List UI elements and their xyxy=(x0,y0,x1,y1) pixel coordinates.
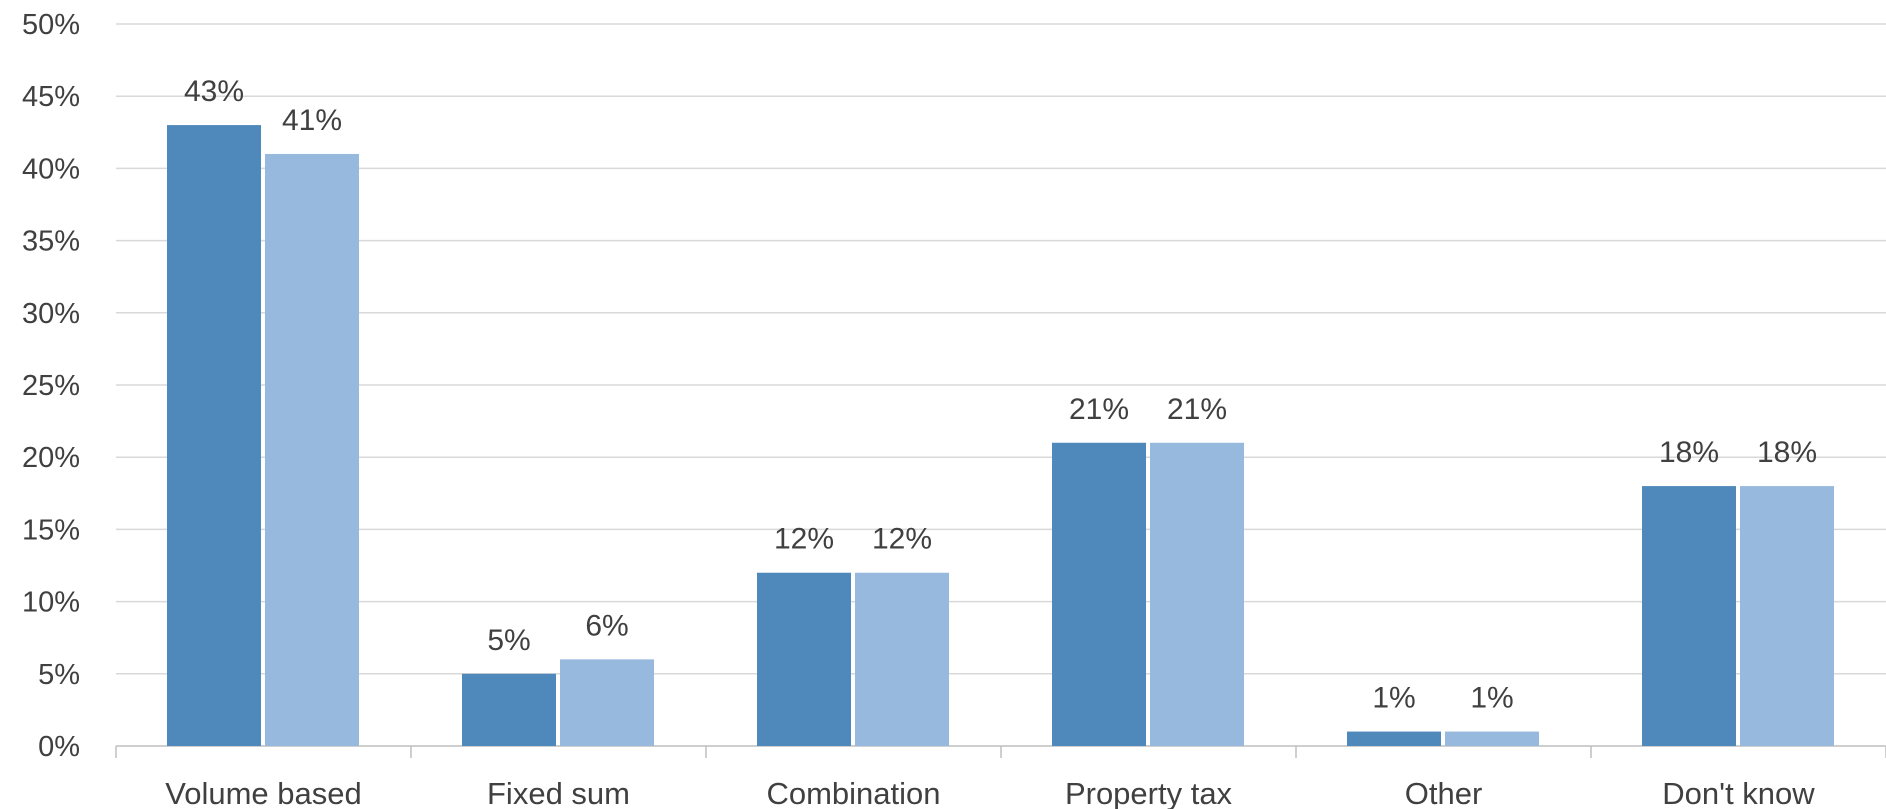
data-label: 1% xyxy=(1372,682,1415,715)
y-tick-label: 5% xyxy=(38,659,80,691)
bar xyxy=(560,659,654,746)
data-label: 6% xyxy=(585,609,628,642)
bar xyxy=(1740,486,1834,746)
category-label: Volume based xyxy=(165,776,361,809)
bar xyxy=(265,153,359,746)
category-label: Combination xyxy=(766,776,940,809)
category-label: Fixed sum xyxy=(487,776,630,809)
x-axis xyxy=(115,745,1886,758)
y-tick-label: 30% xyxy=(22,298,80,330)
y-tick-label: 50% xyxy=(22,9,80,41)
y-tick-label: 40% xyxy=(22,153,80,185)
bar xyxy=(1445,731,1539,746)
data-label: 1% xyxy=(1470,682,1513,715)
y-tick-label: 45% xyxy=(22,81,80,113)
bar xyxy=(1052,442,1146,746)
gridlines xyxy=(116,23,1886,675)
bar xyxy=(757,572,851,746)
data-label: 41% xyxy=(282,104,342,137)
category-label: Property tax xyxy=(1065,776,1233,809)
category-label: Other xyxy=(1405,776,1483,809)
y-tick-label: 15% xyxy=(22,514,80,546)
category-label: Don't know xyxy=(1662,776,1815,809)
bar xyxy=(1642,486,1736,746)
data-label: 43% xyxy=(184,75,244,108)
bar xyxy=(855,572,949,746)
y-tick-label: 10% xyxy=(22,587,80,619)
bars xyxy=(167,125,1834,746)
y-tick-label: 35% xyxy=(22,226,80,258)
y-tick-label: 20% xyxy=(22,442,80,474)
data-label: 5% xyxy=(487,624,530,657)
data-label: 12% xyxy=(872,523,932,556)
data-label: 21% xyxy=(1167,393,1227,426)
y-tick-label: 25% xyxy=(22,370,80,402)
data-label: 18% xyxy=(1659,436,1719,469)
y-axis-tick-labels: 0% 5% 10% 15% 20% 25% 30% 35% 40% 45% 50% xyxy=(22,9,80,763)
data-labels: 43% 41% 5% 6% 12% 12% 21% 21% 1% 1% 18% 18% xyxy=(184,75,1817,714)
data-label: 18% xyxy=(1757,436,1817,469)
data-label: 21% xyxy=(1069,393,1129,426)
bar xyxy=(167,125,261,746)
bar xyxy=(1347,731,1441,746)
category-labels: Volume based Fixed sum Combination Property… xyxy=(165,776,1815,809)
bar xyxy=(1150,442,1244,746)
bar xyxy=(462,673,556,746)
y-tick-label: 0% xyxy=(38,731,80,763)
data-label: 12% xyxy=(774,523,834,556)
